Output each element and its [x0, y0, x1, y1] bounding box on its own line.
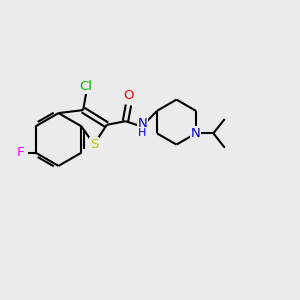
Text: F: F [17, 146, 24, 159]
Text: O: O [123, 89, 134, 103]
Text: N: N [137, 117, 147, 130]
Text: N: N [191, 127, 201, 140]
Text: H: H [138, 128, 146, 139]
Text: Cl: Cl [80, 80, 93, 93]
Text: S: S [90, 138, 98, 151]
